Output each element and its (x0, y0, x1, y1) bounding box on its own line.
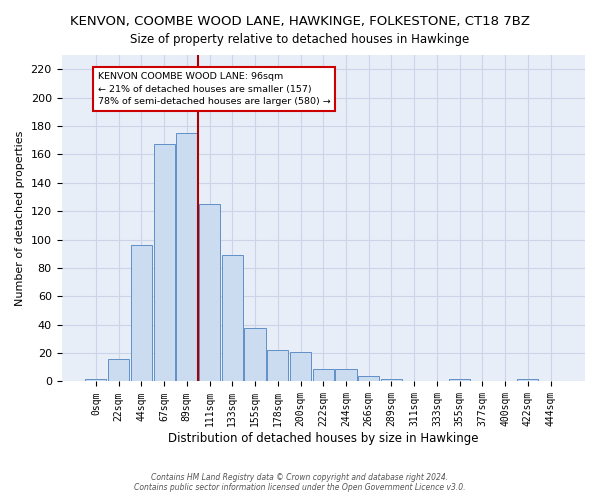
Bar (244, 328, 266, 382)
Text: KENVON, COOMBE WOOD LANE, HAWKINGE, FOLKESTONE, CT18 7BZ: KENVON, COOMBE WOOD LANE, HAWKINGE, FOLK… (70, 15, 530, 28)
Bar (335, 368, 356, 382)
Bar (290, 352, 311, 382)
Bar (85, 378, 106, 382)
Bar (222, 255, 243, 382)
Bar (267, 350, 289, 382)
Bar (131, 245, 152, 382)
Bar (358, 376, 379, 382)
Text: Contains HM Land Registry data © Crown copyright and database right 2024.
Contai: Contains HM Land Registry data © Crown c… (134, 473, 466, 492)
Bar (381, 378, 402, 382)
Text: KENVON COOMBE WOOD LANE: 96sqm
← 21% of detached houses are smaller (157)
78% of: KENVON COOMBE WOOD LANE: 96sqm ← 21% of … (98, 72, 331, 106)
Bar (108, 359, 129, 382)
Bar (517, 378, 538, 382)
Bar (154, 144, 175, 382)
Bar (176, 133, 197, 382)
X-axis label: Distribution of detached houses by size in Hawkinge: Distribution of detached houses by size … (168, 432, 479, 445)
Text: Size of property relative to detached houses in Hawkinge: Size of property relative to detached ho… (130, 32, 470, 46)
Bar (199, 204, 220, 382)
Bar (449, 378, 470, 382)
Y-axis label: Number of detached properties: Number of detached properties (15, 130, 25, 306)
Bar (313, 368, 334, 382)
